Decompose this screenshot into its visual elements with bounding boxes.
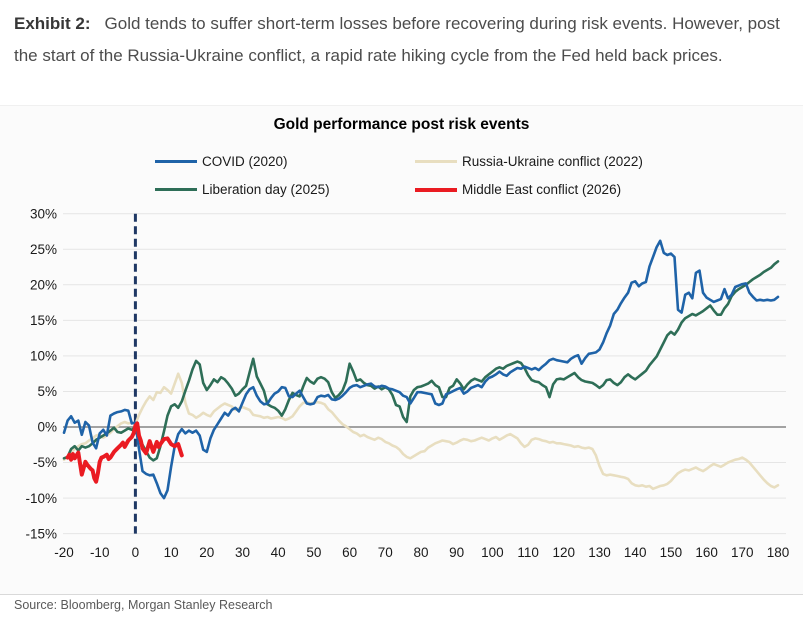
legend-label-covid-2020: COVID (2020)	[202, 154, 288, 169]
exhibit-caption-text: Gold tends to suffer short-term losses b…	[14, 14, 780, 65]
exhibit-label: Exhibit 2:	[14, 14, 91, 33]
legend-label-russia-ukraine-2022: Russia-Ukraine conflict (2022)	[462, 154, 643, 169]
source-note: Source: Bloomberg, Morgan Stanley Resear…	[14, 598, 273, 612]
exhibit-caption: Exhibit 2: Gold tends to suffer short-ter…	[14, 8, 792, 72]
chart-legend: COVID (2020) Russia-Ukraine conflict (20…	[155, 154, 685, 197]
legend-item-covid-2020: COVID (2020)	[155, 154, 415, 169]
covid-2020-line-swatch	[155, 160, 197, 163]
chart-title: Gold performance post risk events	[273, 116, 530, 133]
liberation-day-2025-line-swatch	[155, 188, 197, 191]
legend-item-middle-east-2026: Middle East conflict (2026)	[415, 182, 685, 197]
legend-item-liberation-day-2025: Liberation day (2025)	[155, 182, 415, 197]
legend-item-russia-ukraine-2022: Russia-Ukraine conflict (2022)	[415, 154, 685, 169]
legend-label-middle-east-2026: Middle East conflict (2026)	[462, 182, 622, 197]
russia-ukraine-2022-line-swatch	[415, 160, 457, 163]
legend-label-liberation-day-2025: Liberation day (2025)	[202, 182, 330, 197]
middle-east-2026-line-swatch	[415, 187, 457, 192]
